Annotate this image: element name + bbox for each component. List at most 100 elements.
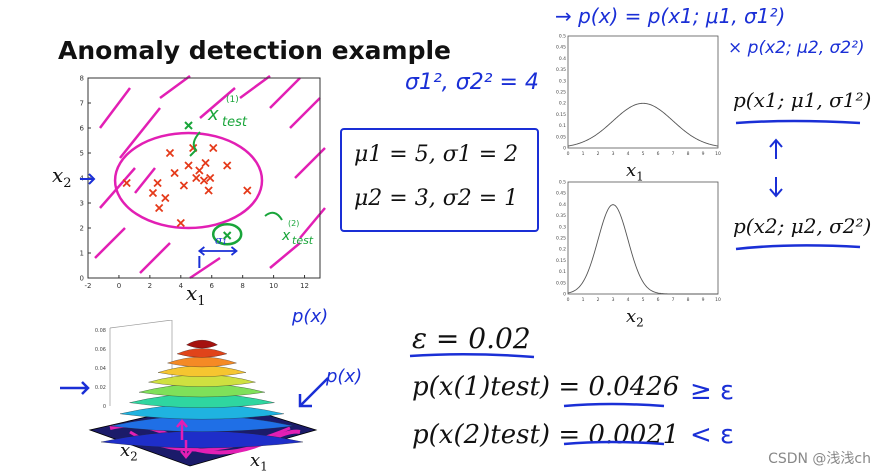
result-underlines xyxy=(563,402,665,446)
surface-xlabel: x1 xyxy=(250,450,268,474)
x-tick-label: 9 xyxy=(702,297,705,303)
data-point-red xyxy=(223,161,232,170)
hatch-stroke xyxy=(269,242,301,269)
epsilon-value: ε = 0.02 xyxy=(412,322,531,355)
cmp-ge-eps: ≥ ε xyxy=(690,376,735,406)
g1-xlabel: x1 xyxy=(626,160,644,184)
surface-ylabel: x2 xyxy=(120,440,138,464)
hatch-stroke xyxy=(99,167,136,209)
scatter-xlabel: x1 xyxy=(186,281,206,309)
x-tick-label: 4 xyxy=(627,297,630,303)
z-tick-label: 0 xyxy=(103,404,106,410)
x-tick-label: 6 xyxy=(657,151,660,157)
hatch-stroke xyxy=(199,87,236,119)
annotation-sup2: (2) xyxy=(288,219,299,228)
surface-band xyxy=(186,339,218,349)
y-tick-label: 0.4 xyxy=(559,202,566,208)
x-tick-label: 8 xyxy=(687,297,690,303)
data-point-red xyxy=(209,143,218,153)
y-tick-label: 0 xyxy=(563,146,566,152)
scatter-ylabel: x2 xyxy=(52,163,72,191)
z-tick-label: 0.08 xyxy=(95,328,106,334)
x-tick-label: 0 xyxy=(567,297,570,303)
surface-arrow-icon xyxy=(60,381,90,395)
x-tick-label: 3 xyxy=(612,297,615,303)
epsilon-underline xyxy=(409,352,535,359)
annotation-x1test: x xyxy=(207,104,219,125)
y-tick-label: 0.3 xyxy=(559,224,566,230)
params-box: μ1 = 5, σ1 = 2 μ2 = 3, σ2 = 1 xyxy=(340,128,539,232)
y-tick-label: 1 xyxy=(80,250,84,258)
y-tick-label: 0.15 xyxy=(556,112,566,118)
surface-band xyxy=(166,356,238,368)
pink-arrow xyxy=(176,419,188,440)
params-line1: μ1 = 5, σ1 = 2 xyxy=(354,142,519,167)
x-tick-label: 9 xyxy=(702,151,705,157)
data-point-red xyxy=(184,161,193,170)
y-tick-label: 0.2 xyxy=(559,247,566,253)
x-tick-label: 12 xyxy=(300,282,309,290)
handwritten-px: → p(x) = p(x1; μ1, σ1²) xyxy=(555,4,786,28)
data-point-red xyxy=(153,178,162,188)
gaussian-plot-x1: 0 1 2 3 4 5 6 7 8 9 10 0 0.05 0.1 0.15 0.2 0.25 0.3 0.35 0.… xyxy=(556,34,721,158)
surface-band xyxy=(100,430,304,449)
data-point-red xyxy=(176,218,185,228)
plot-frame xyxy=(567,35,719,149)
annotation-arrow1 xyxy=(189,131,201,157)
hatch-stroke xyxy=(134,167,156,194)
data-point-red xyxy=(170,168,179,178)
x-tick-label: 10 xyxy=(715,297,721,303)
annotation-test1: test xyxy=(222,115,248,130)
surface-band xyxy=(157,365,247,377)
handwritten-px2: × p(x2; μ2, σ2²) xyxy=(728,38,865,58)
test-point-circle xyxy=(211,223,243,246)
surface-px-label: p(x) xyxy=(292,306,329,327)
y-tick-label: 7 xyxy=(80,100,84,108)
data-point-red xyxy=(165,148,175,158)
x-tick-label: 6 xyxy=(657,297,660,303)
y-tick-label: 0.35 xyxy=(556,213,566,219)
data-point-red xyxy=(201,158,210,168)
x-tick-label: 10 xyxy=(715,151,721,157)
x-tick-label: 2 xyxy=(148,282,152,290)
p-test2: p(x(2)test) = 0.0021 xyxy=(412,420,680,450)
annotation-sup1: (1) xyxy=(226,95,239,105)
data-point-red xyxy=(195,166,204,175)
y-tick-label: 0.25 xyxy=(556,90,566,96)
slide-title: Anomaly detection example xyxy=(58,36,452,65)
params-line2: μ2 = 3, σ2 = 1 xyxy=(354,186,519,211)
hatch-stroke xyxy=(119,107,161,159)
y-tick-label: 0.3 xyxy=(559,78,566,84)
pink-arrow xyxy=(180,440,192,459)
hatch-stroke xyxy=(189,256,221,280)
annotation-test2: test xyxy=(292,234,314,247)
x-tick-label: 0 xyxy=(567,151,570,157)
y-tick-label: 0 xyxy=(80,275,84,283)
x-tick-label: 1 xyxy=(582,297,585,303)
z-tick-label: 0.06 xyxy=(95,347,106,353)
z-tick-label: 0.04 xyxy=(95,366,106,372)
data-point-red xyxy=(148,188,158,198)
y-tick-label: 0.45 xyxy=(556,191,566,197)
p-test1: p(x(1)test) = 0.0426 xyxy=(412,372,680,402)
x-tick-label: 2 xyxy=(597,151,600,157)
cmp-lt-eps: < ε xyxy=(690,420,735,450)
data-point-red xyxy=(199,176,209,185)
x-tick-label: 1 xyxy=(582,151,585,157)
z-tick-label: 0.02 xyxy=(95,385,106,391)
annotation-arrow2 xyxy=(264,211,283,221)
y-tick-label: 5 xyxy=(80,150,84,158)
y-tick-label: 0.5 xyxy=(559,34,566,40)
y-tick-label: 8 xyxy=(80,75,84,83)
density-curve xyxy=(567,204,718,295)
y-tick-label: 0.15 xyxy=(556,258,566,264)
px2-formula: p(x2; μ2, σ2²) xyxy=(733,214,872,238)
test-point-green xyxy=(222,231,232,240)
data-point-red xyxy=(192,173,201,183)
3d-surface-plot: 0 0.02 0.04 0.06 0.08 xyxy=(88,320,318,467)
y-tick-label: 0.1 xyxy=(559,123,566,129)
x-tick-label: 10 xyxy=(269,282,278,290)
formula-arrows xyxy=(735,119,861,251)
